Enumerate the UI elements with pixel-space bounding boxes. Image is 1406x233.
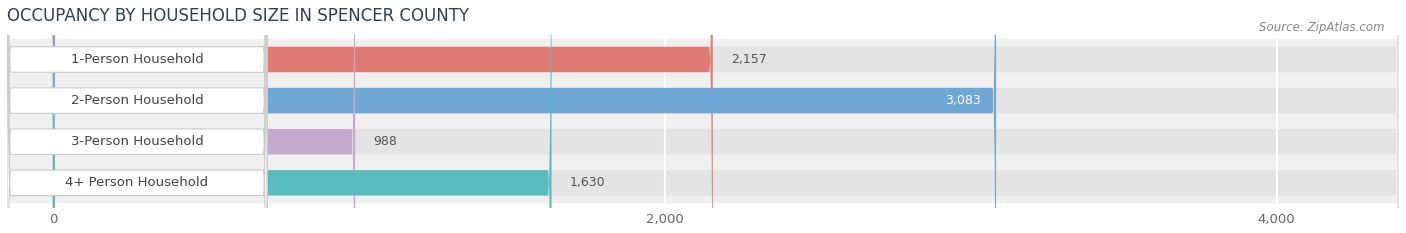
Text: 1-Person Household: 1-Person Household <box>70 53 204 66</box>
FancyBboxPatch shape <box>7 0 1399 233</box>
Text: 2,157: 2,157 <box>731 53 766 66</box>
FancyBboxPatch shape <box>7 0 1399 233</box>
FancyBboxPatch shape <box>53 0 356 233</box>
Text: 4+ Person Household: 4+ Person Household <box>66 176 208 189</box>
FancyBboxPatch shape <box>7 80 1399 121</box>
FancyBboxPatch shape <box>7 0 1399 233</box>
Text: 988: 988 <box>374 135 398 148</box>
FancyBboxPatch shape <box>53 0 995 233</box>
Text: 3-Person Household: 3-Person Household <box>70 135 204 148</box>
FancyBboxPatch shape <box>7 0 1399 233</box>
FancyBboxPatch shape <box>7 162 1399 203</box>
Text: 3,083: 3,083 <box>945 94 981 107</box>
FancyBboxPatch shape <box>7 0 267 233</box>
Text: Source: ZipAtlas.com: Source: ZipAtlas.com <box>1260 21 1385 34</box>
FancyBboxPatch shape <box>7 121 1399 162</box>
Text: 1,630: 1,630 <box>569 176 606 189</box>
FancyBboxPatch shape <box>7 39 1399 80</box>
FancyBboxPatch shape <box>53 0 713 233</box>
FancyBboxPatch shape <box>7 0 267 233</box>
FancyBboxPatch shape <box>7 0 267 233</box>
Text: 2-Person Household: 2-Person Household <box>70 94 204 107</box>
FancyBboxPatch shape <box>53 0 551 233</box>
Text: OCCUPANCY BY HOUSEHOLD SIZE IN SPENCER COUNTY: OCCUPANCY BY HOUSEHOLD SIZE IN SPENCER C… <box>7 7 470 25</box>
FancyBboxPatch shape <box>7 0 267 233</box>
